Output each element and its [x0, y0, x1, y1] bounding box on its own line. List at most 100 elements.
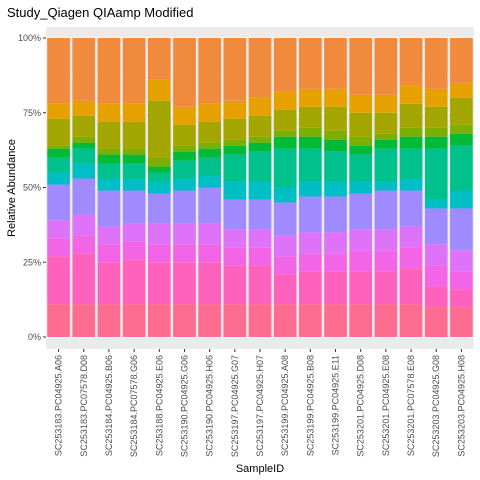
- bar-segment: [122, 190, 146, 224]
- bar-segment: [374, 190, 398, 230]
- bar-segment: [424, 38, 448, 89]
- bar-segment: [223, 145, 247, 155]
- bar-stack: [47, 38, 70, 337]
- bar-segment: [424, 307, 448, 337]
- bar-segment: [47, 38, 70, 104]
- bar-segment: [223, 154, 247, 182]
- bar-segment: [248, 115, 272, 137]
- bar-segment: [299, 271, 322, 305]
- bar-segment: [47, 256, 70, 305]
- bar-segment: [324, 38, 347, 89]
- bar-segment: [122, 178, 146, 191]
- bar-segment: [374, 112, 398, 134]
- bar-segment: [349, 145, 373, 155]
- bar-segment: [97, 178, 121, 191]
- bar-segment: [374, 271, 398, 305]
- bar-segment: [450, 307, 473, 337]
- bar-segment: [97, 304, 121, 337]
- chart-title: Study_Qiagen QIAamp Modified: [7, 5, 193, 20]
- bar-segment: [273, 38, 297, 92]
- bar-segment: [450, 250, 473, 272]
- bar-segment: [248, 142, 272, 152]
- bar-segment: [122, 148, 146, 155]
- bar-segment: [122, 223, 146, 242]
- bar-segment: [198, 121, 221, 143]
- bar-segment: [147, 166, 171, 173]
- bar-stack: [273, 38, 297, 337]
- bar-segment: [450, 97, 473, 125]
- bar-segment: [349, 229, 373, 251]
- bar-segment: [299, 127, 322, 137]
- bar-segment: [424, 127, 448, 137]
- bar-segment: [399, 85, 423, 104]
- bar-segment: [47, 148, 70, 158]
- bar-segment: [173, 304, 196, 337]
- bar-segment: [97, 154, 121, 164]
- bar-segment: [324, 106, 347, 131]
- y-axis-title: Relative Abundance: [6, 139, 18, 237]
- bar-stack: [223, 38, 247, 337]
- x-tick-label: SC253184.PC07578.G06: [129, 355, 139, 457]
- bar-segment: [374, 148, 398, 182]
- x-tick-label: SC253184.PC04925.B06: [104, 355, 114, 456]
- bar-segment: [273, 130, 297, 137]
- x-tick-label: SC253190.PC04925.G06: [179, 355, 189, 457]
- bar-segment: [299, 38, 322, 89]
- bar-segment: [299, 88, 322, 107]
- bar-segment: [399, 38, 423, 86]
- x-tick-label: SC253201.PC04925.D08: [356, 355, 366, 457]
- bar-stack: [198, 38, 221, 337]
- bar-stack: [349, 38, 373, 337]
- bar-segment: [122, 304, 146, 337]
- x-tick-label: SC253201.PC04925.E08: [381, 355, 391, 456]
- bar-segment: [147, 38, 171, 80]
- bar-segment: [248, 97, 272, 116]
- bar-segment: [273, 148, 297, 188]
- bar-stack: [72, 38, 96, 337]
- bar-segment: [47, 172, 70, 185]
- bar-segment: [299, 253, 322, 272]
- bar-segment: [349, 38, 373, 95]
- bar-segment: [450, 208, 473, 251]
- bars: [47, 38, 473, 337]
- bar-segment: [72, 142, 96, 149]
- bar-segment: [122, 259, 146, 305]
- bar-segment: [72, 115, 96, 137]
- bar-segment: [198, 142, 221, 149]
- bar-segment: [173, 151, 196, 161]
- bar-segment: [424, 208, 448, 245]
- bar-segment: [273, 256, 297, 275]
- bar-segment: [374, 139, 398, 149]
- bar-segment: [72, 163, 96, 179]
- bar-segment: [299, 304, 322, 337]
- bar-segment: [173, 244, 196, 263]
- bar-segment: [349, 193, 373, 230]
- x-tick-label: SC253183.PC07578.D08: [79, 355, 89, 457]
- bar-segment: [450, 133, 473, 146]
- bar-segment: [248, 199, 272, 230]
- bar-segment: [72, 253, 96, 305]
- bar-segment: [147, 304, 171, 337]
- y-tick-label: 100%: [18, 33, 41, 43]
- bar-segment: [47, 145, 70, 149]
- bar-segment: [248, 151, 272, 182]
- bar-segment: [223, 100, 247, 119]
- bar-segment: [324, 232, 347, 254]
- bar-segment: [223, 199, 247, 230]
- bar-segment: [223, 229, 247, 248]
- bar-segment: [223, 118, 247, 140]
- bar-segment: [47, 103, 70, 119]
- bar-segment: [299, 106, 322, 128]
- bar-segment: [299, 232, 322, 254]
- bar-segment: [72, 100, 96, 116]
- bar-segment: [299, 181, 322, 197]
- bar-segment: [173, 106, 196, 125]
- bar-segment: [122, 121, 146, 149]
- bar-segment: [223, 304, 247, 337]
- bar-segment: [399, 103, 423, 128]
- bar-segment: [147, 100, 171, 158]
- bar-segment: [198, 304, 221, 337]
- bar-segment: [72, 38, 96, 101]
- bar-segment: [349, 154, 373, 182]
